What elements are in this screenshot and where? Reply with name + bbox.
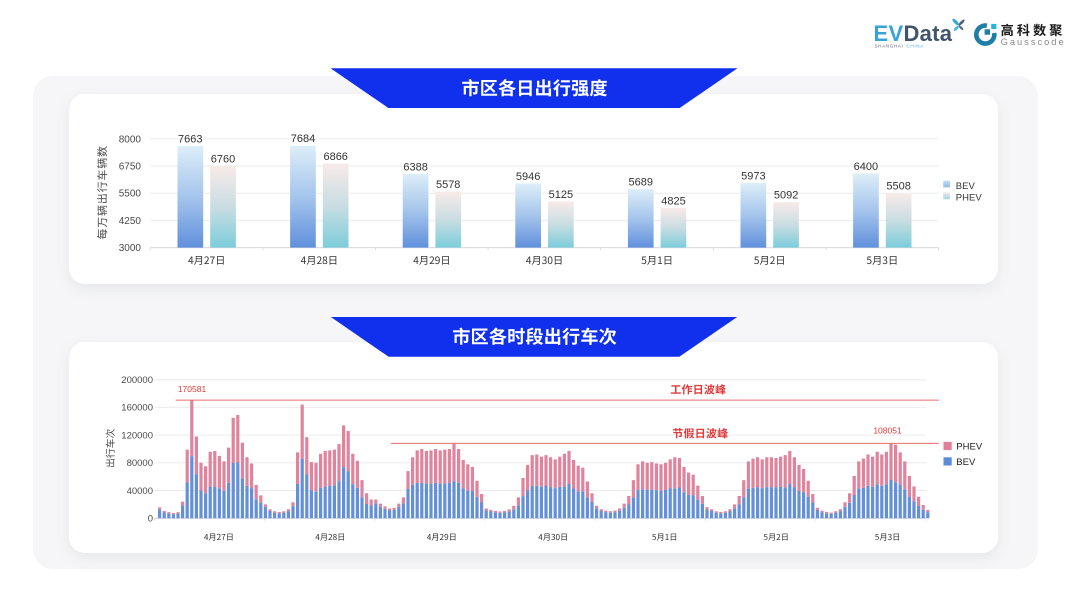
svg-text:5689: 5689 <box>629 177 653 189</box>
svg-text:BEV: BEV <box>956 181 976 192</box>
svg-text:6750: 6750 <box>119 162 142 173</box>
svg-text:0: 0 <box>148 514 153 525</box>
svg-text:5578: 5578 <box>436 179 460 191</box>
svg-text:PHEV: PHEV <box>956 193 983 204</box>
svg-text:6400: 6400 <box>854 161 878 173</box>
svg-text:4250: 4250 <box>119 216 142 227</box>
svg-text:CHINA: CHINA <box>907 44 925 49</box>
svg-text:6866: 6866 <box>323 151 347 163</box>
svg-text:6388: 6388 <box>403 161 427 173</box>
svg-text:3000: 3000 <box>119 243 142 254</box>
svg-text:5125: 5125 <box>549 189 573 201</box>
svg-text:80000: 80000 <box>127 458 153 469</box>
svg-text:BEV: BEV <box>956 457 976 468</box>
svg-text:200000: 200000 <box>121 375 153 386</box>
svg-text:6760: 6760 <box>211 153 235 165</box>
svg-text:8000: 8000 <box>119 134 142 145</box>
svg-text:PHEV: PHEV <box>956 442 983 453</box>
svg-text:108051: 108051 <box>873 425 902 435</box>
svg-text:5500: 5500 <box>119 189 142 200</box>
svg-text:EVData: EVData <box>874 21 953 46</box>
svg-text:7684: 7684 <box>291 133 315 145</box>
svg-text:120000: 120000 <box>121 430 153 441</box>
svg-text:170581: 170581 <box>178 384 207 394</box>
svg-text:5973: 5973 <box>741 170 765 182</box>
svg-text:5092: 5092 <box>774 190 798 202</box>
svg-text:Gausscode: Gausscode <box>1001 37 1066 47</box>
svg-text:SHANGHAI: SHANGHAI <box>875 44 904 49</box>
svg-text:4825: 4825 <box>661 195 685 207</box>
svg-text:5508: 5508 <box>886 181 910 193</box>
svg-text:160000: 160000 <box>121 403 153 414</box>
svg-text:40000: 40000 <box>127 486 153 497</box>
svg-text:5946: 5946 <box>516 171 540 183</box>
svg-text:7663: 7663 <box>178 134 202 146</box>
